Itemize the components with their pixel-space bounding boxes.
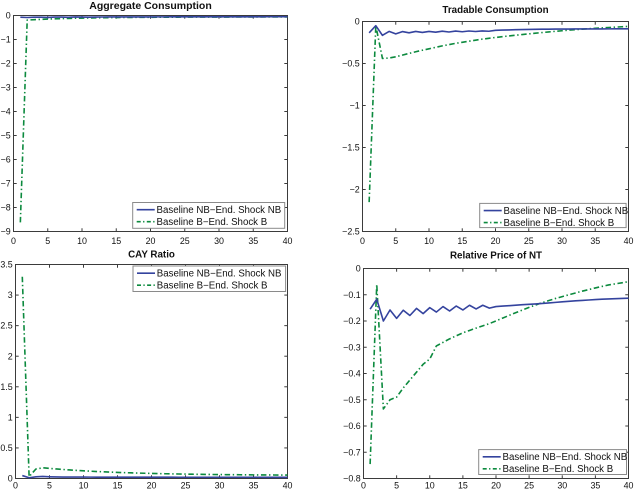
svg-text:Baseline NB−End. Shock NB: Baseline NB−End. Shock NB <box>157 205 282 216</box>
svg-text:0: 0 <box>6 11 11 21</box>
svg-text:5: 5 <box>45 236 50 246</box>
svg-text:−0.6: −0.6 <box>343 421 361 431</box>
svg-text:15: 15 <box>457 236 467 246</box>
svg-text:−0.7: −0.7 <box>343 447 361 457</box>
svg-text:−4: −4 <box>1 107 11 117</box>
svg-text:Baseline B−End. Shock B: Baseline B−End. Shock B <box>157 217 268 228</box>
svg-text:40: 40 <box>283 236 293 246</box>
svg-text:Baseline NB−End. Shock NB: Baseline NB−End. Shock NB <box>504 206 629 217</box>
svg-text:−6: −6 <box>1 155 11 165</box>
svg-text:40: 40 <box>283 480 293 490</box>
svg-text:−0.2: −0.2 <box>343 316 361 326</box>
svg-text:Baseline NB−End. Shock NB: Baseline NB−End. Shock NB <box>503 452 628 463</box>
svg-text:0.5: 0.5 <box>0 443 12 453</box>
svg-text:0: 0 <box>8 474 13 484</box>
svg-text:Baseline B−End. Shock B: Baseline B−End. Shock B <box>504 218 615 229</box>
svg-text:40: 40 <box>624 236 634 246</box>
svg-text:0: 0 <box>355 17 360 27</box>
svg-text:CAY Ratio: CAY Ratio <box>128 249 175 260</box>
svg-text:−1: −1 <box>1 35 11 45</box>
svg-text:−8: −8 <box>1 203 11 213</box>
svg-text:Relative Price of NT: Relative Price of NT <box>450 250 542 261</box>
svg-text:35: 35 <box>248 236 258 246</box>
svg-text:20: 20 <box>491 480 501 490</box>
svg-text:−1.5: −1.5 <box>342 143 360 153</box>
svg-text:−9: −9 <box>1 227 11 237</box>
svg-text:−7: −7 <box>1 179 11 189</box>
svg-text:−0.1: −0.1 <box>343 290 361 300</box>
svg-text:20: 20 <box>146 236 156 246</box>
svg-text:−2: −2 <box>350 185 360 195</box>
svg-text:30: 30 <box>215 480 225 490</box>
svg-text:2: 2 <box>8 351 13 361</box>
svg-text:40: 40 <box>624 480 634 490</box>
svg-text:35: 35 <box>249 480 259 490</box>
svg-text:0: 0 <box>361 480 366 490</box>
svg-text:30: 30 <box>557 236 567 246</box>
svg-text:35: 35 <box>590 480 600 490</box>
svg-text:10: 10 <box>424 236 434 246</box>
svg-text:15: 15 <box>458 480 468 490</box>
svg-text:−5: −5 <box>1 131 11 141</box>
svg-text:−2: −2 <box>1 59 11 69</box>
svg-text:−0.5: −0.5 <box>343 395 361 405</box>
svg-text:30: 30 <box>214 236 224 246</box>
svg-text:0: 0 <box>360 236 365 246</box>
svg-text:25: 25 <box>181 480 191 490</box>
svg-text:3: 3 <box>8 290 13 300</box>
svg-text:3.5: 3.5 <box>0 260 12 270</box>
svg-text:−0.8: −0.8 <box>343 474 361 484</box>
svg-text:5: 5 <box>393 236 398 246</box>
svg-text:−0.3: −0.3 <box>343 342 361 352</box>
svg-text:Baseline B−End. Shock B: Baseline B−End. Shock B <box>503 464 614 475</box>
svg-text:−1: −1 <box>350 101 360 111</box>
svg-text:25: 25 <box>524 480 534 490</box>
svg-text:30: 30 <box>557 480 567 490</box>
svg-text:35: 35 <box>590 236 600 246</box>
svg-text:−0.4: −0.4 <box>343 369 361 379</box>
svg-text:25: 25 <box>524 236 534 246</box>
svg-text:0: 0 <box>356 264 361 274</box>
svg-text:10: 10 <box>425 480 435 490</box>
svg-text:−2.5: −2.5 <box>342 227 360 237</box>
svg-text:5: 5 <box>47 480 52 490</box>
svg-text:1: 1 <box>8 412 13 422</box>
svg-text:Baseline B−End. Shock B: Baseline B−End. Shock B <box>157 281 268 292</box>
svg-text:25: 25 <box>180 236 190 246</box>
svg-text:20: 20 <box>147 480 157 490</box>
svg-text:10: 10 <box>77 236 87 246</box>
svg-text:−3: −3 <box>1 83 11 93</box>
svg-text:Aggregate Consumption: Aggregate Consumption <box>89 0 212 12</box>
svg-text:20: 20 <box>491 236 501 246</box>
svg-text:15: 15 <box>113 480 123 490</box>
svg-text:Tradable Consumption: Tradable Consumption <box>442 5 548 16</box>
svg-text:−0.5: −0.5 <box>342 59 360 69</box>
svg-text:15: 15 <box>111 236 121 246</box>
svg-text:0: 0 <box>13 480 18 490</box>
svg-text:Baseline NB−End. Shock NB: Baseline NB−End. Shock NB <box>157 269 282 280</box>
svg-text:5: 5 <box>394 480 399 490</box>
svg-text:1.5: 1.5 <box>0 382 12 392</box>
svg-text:2.5: 2.5 <box>0 321 12 331</box>
svg-text:10: 10 <box>79 480 89 490</box>
svg-text:0: 0 <box>11 236 16 246</box>
